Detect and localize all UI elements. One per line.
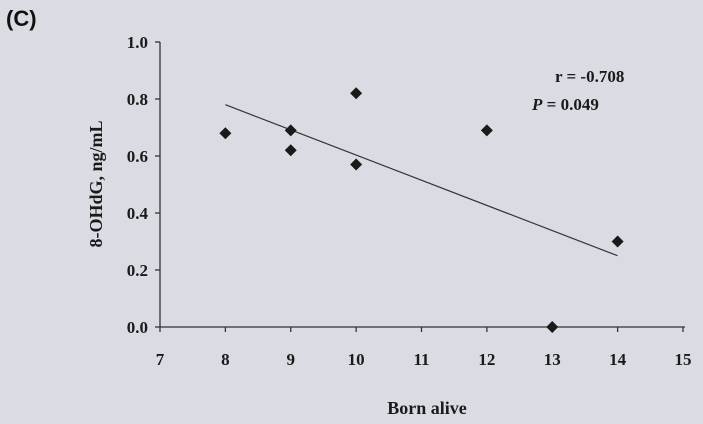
- x-tick-label: 9: [287, 350, 296, 369]
- p-annotation: P = 0.049: [531, 95, 599, 114]
- x-tick-label: 8: [221, 350, 230, 369]
- data-point: [611, 235, 624, 248]
- x-axis-title: Born alive: [387, 398, 467, 418]
- data-point: [219, 127, 232, 140]
- x-tick-label: 10: [348, 350, 365, 369]
- data-point: [480, 124, 493, 137]
- r-annotation: r = -0.708: [555, 67, 624, 86]
- y-tick-label: 0.6: [127, 147, 148, 166]
- x-tick-label: 11: [413, 350, 429, 369]
- y-axis-title: 8-OHdG, ng/mL: [86, 120, 106, 247]
- data-point: [546, 321, 559, 333]
- p-value: = 0.049: [542, 95, 598, 114]
- p-symbol: P: [531, 95, 543, 114]
- x-tick-label: 7: [156, 350, 165, 369]
- y-tick-label: 0.2: [127, 261, 148, 280]
- y-tick-label: 0.0: [127, 318, 148, 337]
- y-tick-label: 0.4: [127, 204, 149, 223]
- x-tick-label: 15: [675, 350, 692, 369]
- y-tick-label: 1.0: [127, 33, 148, 52]
- data-point: [284, 124, 297, 137]
- trend-line: [225, 104, 618, 257]
- data-point: [350, 87, 363, 100]
- x-tick-label: 12: [478, 350, 495, 369]
- x-tick-label: 14: [609, 350, 627, 369]
- y-tick-label: 0.8: [127, 90, 148, 109]
- panel-label: (C): [6, 6, 37, 31]
- x-tick-label: 13: [544, 350, 561, 369]
- data-point: [284, 144, 297, 157]
- data-point: [350, 158, 363, 171]
